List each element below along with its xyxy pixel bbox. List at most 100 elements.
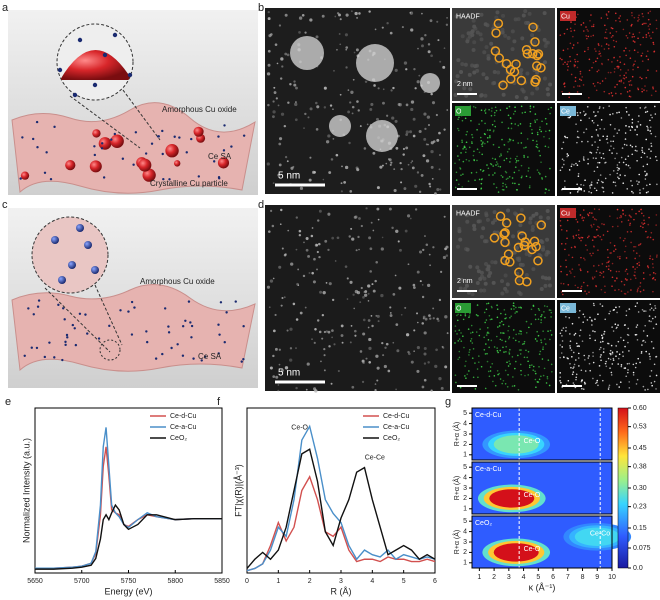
map-dot xyxy=(480,143,483,146)
atom-contrast xyxy=(428,182,431,186)
atom-contrast xyxy=(329,104,333,107)
map-dot xyxy=(642,277,645,280)
map-dot xyxy=(527,360,529,363)
map-dot xyxy=(568,254,570,256)
atom-contrast xyxy=(413,329,416,332)
map-dot xyxy=(540,341,543,344)
map-dot xyxy=(639,76,641,79)
atom-contrast xyxy=(269,209,273,212)
map-dot xyxy=(511,385,514,387)
y-tick-label: 5 xyxy=(463,464,467,471)
map-dot xyxy=(564,136,567,139)
map-dot xyxy=(581,217,583,220)
map-dot xyxy=(584,179,586,182)
map-dot xyxy=(489,135,491,137)
ce-atom-zoom xyxy=(57,67,63,73)
map-dot xyxy=(531,267,536,272)
map-dot xyxy=(599,303,602,305)
map-dot xyxy=(478,178,481,181)
map-dot xyxy=(503,159,506,162)
atom-contrast xyxy=(277,384,280,386)
map-dot xyxy=(466,130,468,133)
map-dot xyxy=(587,357,590,359)
map-dot xyxy=(482,288,487,293)
map-dot xyxy=(623,367,626,369)
atom-contrast xyxy=(364,293,368,297)
atom-contrast xyxy=(416,171,420,174)
map-dot xyxy=(628,84,631,86)
atom-contrast xyxy=(435,113,438,117)
atom-contrast xyxy=(413,67,416,71)
map-dot xyxy=(574,64,576,67)
map-dot xyxy=(624,270,627,272)
map-dot xyxy=(559,344,562,346)
map-dot xyxy=(607,71,610,74)
map-dot xyxy=(484,76,489,81)
map-dot xyxy=(569,270,571,273)
map-dot xyxy=(618,129,620,131)
map-dot xyxy=(641,52,644,55)
ce-atom xyxy=(65,333,69,337)
map-dot xyxy=(567,154,570,157)
ce-atom-zoom xyxy=(127,72,133,78)
map-dot xyxy=(502,323,505,326)
map-dot xyxy=(631,125,633,128)
atom-contrast xyxy=(405,133,408,137)
map-dot xyxy=(651,263,654,265)
map-dot xyxy=(614,248,617,251)
atom-contrast xyxy=(399,161,402,165)
atom-contrast xyxy=(266,285,270,289)
map-dot xyxy=(580,287,582,290)
map-dot xyxy=(492,165,494,167)
map-dot xyxy=(648,28,651,30)
map-dot xyxy=(612,357,615,360)
map-dot xyxy=(516,311,519,313)
map-dot xyxy=(604,177,607,180)
atom-contrast xyxy=(316,105,320,109)
map-dot xyxy=(494,125,497,128)
atom-contrast xyxy=(446,16,448,19)
atom-contrast xyxy=(355,48,359,52)
map-dot xyxy=(632,192,634,194)
map-dot xyxy=(486,164,488,166)
map-dot xyxy=(507,329,509,332)
map-dot xyxy=(647,127,649,129)
ce-atom xyxy=(167,325,170,328)
map-dot xyxy=(517,354,519,357)
map-dot xyxy=(498,155,501,158)
map-dot xyxy=(578,237,581,240)
atom-contrast xyxy=(432,317,435,320)
atom-contrast xyxy=(429,264,431,267)
map-dot xyxy=(501,382,504,385)
map-label: Cu xyxy=(561,210,570,217)
ce-atom xyxy=(185,151,188,154)
ce-atom xyxy=(145,330,148,333)
surface xyxy=(11,102,256,194)
map-dot xyxy=(599,127,601,130)
map-dot xyxy=(593,276,596,278)
map-dot xyxy=(570,272,572,274)
atom-contrast xyxy=(367,319,371,322)
map-dot xyxy=(603,90,606,93)
map-dot xyxy=(504,340,507,343)
map-dot xyxy=(517,142,519,144)
atom-contrast xyxy=(287,101,290,104)
atom-contrast xyxy=(360,224,363,228)
atom-contrast xyxy=(327,330,331,334)
map-dot xyxy=(616,172,619,175)
map-dot xyxy=(636,180,638,182)
atom-contrast xyxy=(414,208,418,211)
map-dot xyxy=(497,165,500,168)
colorbar-tick-label: 0.0 xyxy=(633,565,643,572)
map-dot xyxy=(620,92,622,95)
map-dot xyxy=(495,10,500,15)
map-dot xyxy=(505,171,508,174)
map-dot xyxy=(484,353,487,355)
map-dot xyxy=(494,15,499,20)
map-dot xyxy=(518,306,520,309)
map-dot xyxy=(489,129,491,131)
map-dot xyxy=(598,365,601,367)
map-dot xyxy=(485,319,488,321)
map-dot xyxy=(576,164,579,166)
map-dot xyxy=(578,186,580,189)
